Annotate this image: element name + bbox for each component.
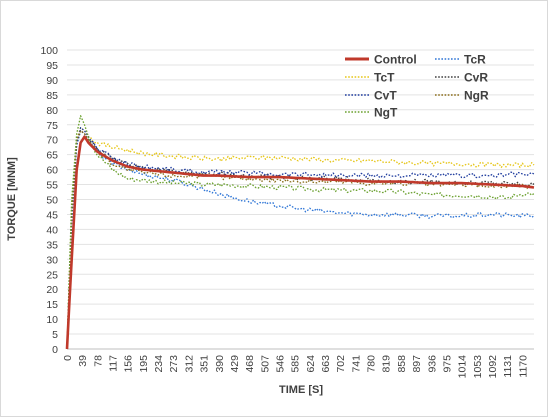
x-tick-labels: 0 39 78 117 156 195 234 273 312 351 390 429 468 507 54… [62, 355, 529, 379]
x-tick-label: 273 [168, 355, 180, 373]
x-tick-label: 507 [259, 355, 271, 373]
series-line-ngt [66, 115, 535, 350]
x-tick-label: 1092 [487, 355, 499, 379]
y-tick-label: 50 [46, 195, 58, 207]
x-tick-label: 741 [350, 355, 362, 373]
legend-label-tcr: TcR [464, 53, 486, 67]
x-tick-label: 663 [320, 355, 332, 373]
y-tick-label: 5 [52, 329, 58, 341]
y-tick-label: 30 [46, 254, 58, 266]
y-tick-label: 85 [46, 90, 58, 102]
y-tick-label: 25 [46, 269, 58, 281]
series-line-control [65, 135, 535, 350]
x-tick-label: 156 [123, 355, 135, 373]
x-tick-label: 0 [62, 355, 74, 361]
x-tick-label: 975 [441, 355, 453, 373]
x-tick-label: 819 [381, 355, 393, 373]
series-line-tcr [66, 130, 535, 350]
y-tick-label: 70 [46, 135, 58, 147]
x-tick-label: 234 [153, 355, 165, 373]
y-tick-label: 80 [46, 105, 58, 117]
x-tick-label: 312 [183, 355, 195, 373]
x-tick-label: 936 [426, 355, 438, 373]
y-tick-label: 0 [52, 344, 58, 356]
x-tick-label: 117 [108, 355, 120, 372]
y-tick-label: 20 [46, 284, 58, 296]
legend-label-cvt: CvT [374, 89, 397, 103]
x-tick-label: 1014 [457, 355, 469, 379]
legend-label-ngt: NgT [374, 106, 398, 120]
legend-label-cvr: CvR [464, 71, 488, 85]
series-line-tct [66, 127, 535, 350]
y-tick-label: 15 [46, 299, 58, 311]
x-tick-label: 195 [138, 355, 150, 373]
x-tick-label: 546 [274, 355, 286, 373]
legend-label-control: Control [374, 53, 417, 67]
y-tick-label: 55 [46, 180, 58, 192]
x-tick-label: 78 [92, 355, 104, 367]
x-tick-label: 780 [366, 355, 378, 373]
legend: Control TcR TcT CvR CvT NgR NgT [345, 53, 489, 120]
y-tick-label: 95 [46, 60, 58, 72]
x-axis-title: TIME [S] [279, 384, 323, 396]
y-tick-label: 65 [46, 150, 58, 162]
y-tick-label: 10 [46, 314, 58, 326]
x-tick-label: 858 [396, 355, 408, 373]
legend-label-tct: TcT [374, 71, 395, 85]
x-tick-label: 468 [244, 355, 256, 373]
series-line-cvr [66, 130, 535, 350]
x-tick-label: 1170 [517, 355, 529, 378]
x-tick-label: 39 [77, 355, 89, 367]
x-tick-label: 429 [229, 355, 241, 373]
x-tick-label: 897 [411, 355, 423, 373]
x-tick-label: 702 [335, 355, 347, 373]
x-tick-label: 351 [199, 355, 211, 373]
x-tick-label: 390 [214, 355, 226, 373]
x-tick-label: 1131 [502, 355, 514, 378]
x-tick-label: 624 [305, 355, 317, 373]
y-tick-label: 90 [46, 75, 58, 87]
series-line-cvt [66, 127, 535, 350]
series-line-ngr [66, 130, 535, 350]
series-lines [65, 115, 535, 350]
y-tick-label: 40 [46, 224, 58, 236]
x-tick-label: 585 [290, 355, 302, 373]
y-tick-label: 35 [46, 239, 58, 251]
x-tick-label: 1053 [472, 355, 484, 379]
y-tick-labels: 0 5 10 15 20 25 30 35 40 45 50 55 60 65 70 75 80 85 90 95 10… [40, 45, 58, 356]
y-axis-title: TORQUE [MNM] [6, 157, 18, 241]
y-tick-label: 75 [46, 120, 58, 132]
legend-label-ngr: NgR [464, 89, 489, 103]
y-tick-label: 45 [46, 209, 58, 221]
y-tick-label: 60 [46, 165, 58, 177]
y-tick-label: 100 [40, 45, 58, 57]
